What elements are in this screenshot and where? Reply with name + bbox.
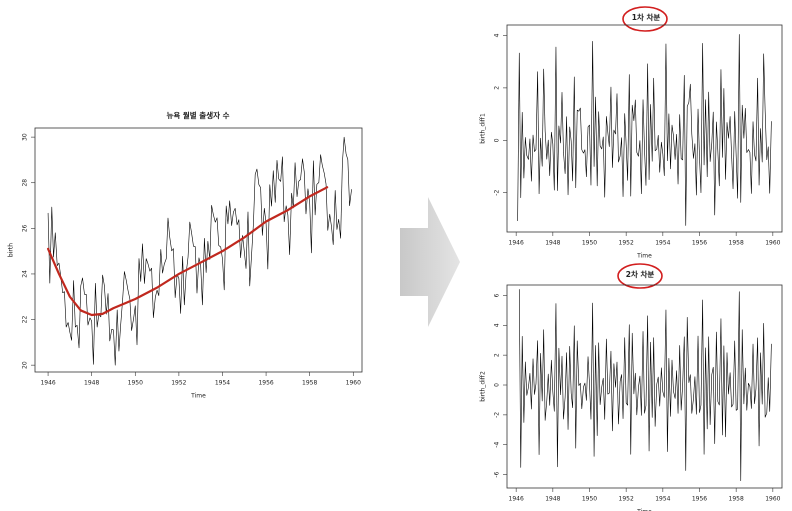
x-tick-label: 1954 [655,240,670,247]
x-tick-label: 1958 [302,380,317,387]
y-tick-label: 2 [494,86,501,90]
plot-frame [506,24,783,233]
y-tick-label: 28 [22,179,29,187]
y-tick-label: 0 [494,383,501,387]
highlight-circle [617,263,663,289]
y-tick-label: 24 [22,270,29,278]
x-tick-label: 1948 [545,496,560,503]
y-axis-label: birth [8,243,15,257]
x-axis-label: Time [636,253,652,260]
chart-title: 뉴욕 월별 출생자 수 [166,110,229,120]
y-tick-label: 6 [494,293,501,297]
y-tick-label: 26 [22,224,29,232]
y-tick-label: 4 [494,33,501,37]
y-tick-label: 20 [22,361,29,369]
x-tick-label: 1946 [40,380,55,387]
y-axis-label: birth_diff2 [480,371,487,402]
x-tick-label: 1952 [619,240,634,247]
x-axis-label: Time [190,393,206,400]
series-line [47,136,352,366]
x-tick-label: 1960 [765,240,780,247]
x-tick-label: 1950 [582,496,597,503]
y-tick-label: 30 [22,133,29,141]
y-tick-label: -2 [494,412,501,418]
x-tick-label: 1946 [509,240,524,247]
y-axis-label: birth_diff1 [480,113,487,144]
x-tick-label: 1946 [509,496,524,503]
x-tick-label: 1948 [545,240,560,247]
x-tick-label: 1958 [729,240,744,247]
y-tick-label: 22 [22,316,29,324]
x-tick-label: 1956 [692,496,707,503]
x-tick-label: 1950 [128,380,143,387]
y-tick-label: -4 [494,442,501,448]
chart-title: 1차 차분 [632,12,661,22]
x-tick-label: 1952 [619,496,634,503]
series-line [46,186,329,317]
y-tick-label: 0 [494,138,501,142]
y-tick-label: 2 [494,353,501,357]
x-tick-label: 1960 [765,496,780,503]
series-line [518,289,772,481]
y-tick-label: -2 [494,190,501,196]
chart-title: 2차 차분 [626,269,655,279]
series-line [517,34,772,226]
highlight-circle [622,6,668,32]
x-tick-label: 1960 [346,380,361,387]
y-tick-label: -6 [494,471,501,477]
x-axis-label: Time [636,509,652,511]
x-tick-label: 1956 [258,380,273,387]
x-tick-label: 1958 [729,496,744,503]
plot-frame [506,284,783,489]
y-tick-label: 4 [494,323,501,327]
x-tick-label: 1950 [582,240,597,247]
x-tick-label: 1956 [692,240,707,247]
plot-frame [34,127,363,373]
x-tick-label: 1952 [171,380,186,387]
x-tick-label: 1948 [84,380,99,387]
x-tick-label: 1954 [215,380,230,387]
x-tick-label: 1954 [655,496,670,503]
arrow [400,197,460,327]
